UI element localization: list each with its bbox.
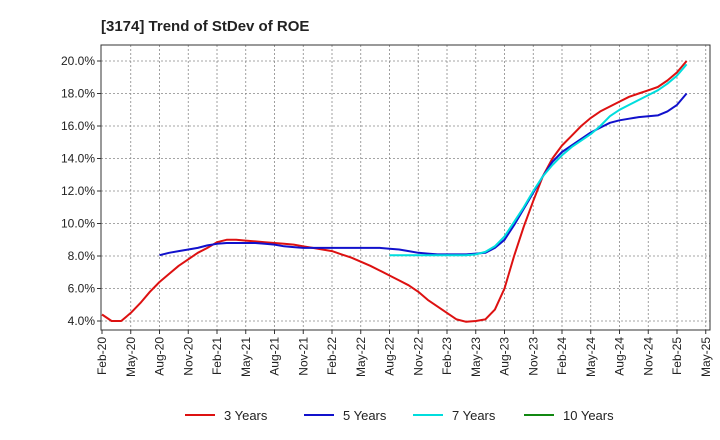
x-tick-label: Nov-24 bbox=[641, 337, 655, 376]
x-tick-label: Feb-22 bbox=[325, 337, 339, 375]
chart-title: [3174] Trend of StDev of ROE bbox=[101, 18, 309, 35]
x-tick-label: May-22 bbox=[354, 337, 368, 377]
x-tick-label: May-25 bbox=[699, 337, 713, 377]
y-tick-label: 6.0% bbox=[68, 282, 96, 296]
x-tick-label: Feb-20 bbox=[95, 337, 109, 375]
x-tick-label: Aug-24 bbox=[613, 337, 627, 376]
legend-label: 7 Years bbox=[452, 408, 496, 423]
legend-label: 10 Years bbox=[563, 408, 614, 423]
x-tick-label: Feb-23 bbox=[440, 337, 454, 375]
y-tick-label: 16.0% bbox=[61, 119, 95, 133]
grid-lines bbox=[101, 45, 710, 330]
legend-label: 5 Years bbox=[343, 408, 387, 423]
y-tick-label: 4.0% bbox=[68, 314, 96, 328]
x-tick-label: May-23 bbox=[469, 337, 483, 377]
x-tick-label: May-20 bbox=[124, 337, 138, 377]
x-axis: Feb-20 May-20 Aug-20 Nov-20 Feb-21 May-21 Aug-… bbox=[95, 330, 713, 377]
legend-item-3-years: 3 Years bbox=[185, 408, 268, 423]
x-tick-label: Aug-22 bbox=[383, 337, 397, 376]
y-tick-label: 10.0% bbox=[61, 217, 95, 231]
x-tick-label: Feb-21 bbox=[210, 337, 224, 375]
y-tick-label: 20.0% bbox=[61, 54, 95, 68]
x-tick-label: Nov-23 bbox=[526, 337, 540, 376]
x-tick-label: Aug-20 bbox=[153, 337, 167, 376]
x-tick-label: May-24 bbox=[584, 337, 598, 377]
y-axis: 4.0% 6.0% 8.0% 10.0% 12.0% 14.0% 16.0% 18.0% 20.… bbox=[61, 54, 101, 328]
x-tick-label: Nov-21 bbox=[296, 337, 310, 376]
y-tick-label: 12.0% bbox=[61, 184, 95, 198]
x-tick-label: Nov-20 bbox=[181, 337, 195, 376]
y-tick-label: 18.0% bbox=[61, 87, 95, 101]
legend-item-10-years: 10 Years bbox=[524, 408, 614, 423]
x-tick-label: Aug-23 bbox=[498, 337, 512, 376]
legend-label: 3 Years bbox=[224, 408, 268, 423]
plot-area bbox=[100, 44, 711, 331]
series-lines bbox=[101, 60, 688, 323]
x-tick-label: Feb-25 bbox=[670, 337, 684, 375]
legend-item-7-years: 7 Years bbox=[413, 408, 496, 423]
x-tick-label: May-21 bbox=[239, 337, 253, 377]
series-line-7-years bbox=[389, 63, 688, 257]
series-line-3-years bbox=[101, 60, 688, 323]
legend: 3 Years 5 Years 7 Years 10 Years bbox=[185, 408, 614, 423]
y-tick-label: 8.0% bbox=[68, 249, 96, 263]
y-tick-label: 14.0% bbox=[61, 152, 95, 166]
legend-item-5-years: 5 Years bbox=[304, 408, 387, 423]
x-tick-label: Nov-22 bbox=[411, 337, 425, 376]
x-tick-label: Feb-24 bbox=[555, 337, 569, 375]
x-tick-label: Aug-21 bbox=[268, 337, 282, 376]
